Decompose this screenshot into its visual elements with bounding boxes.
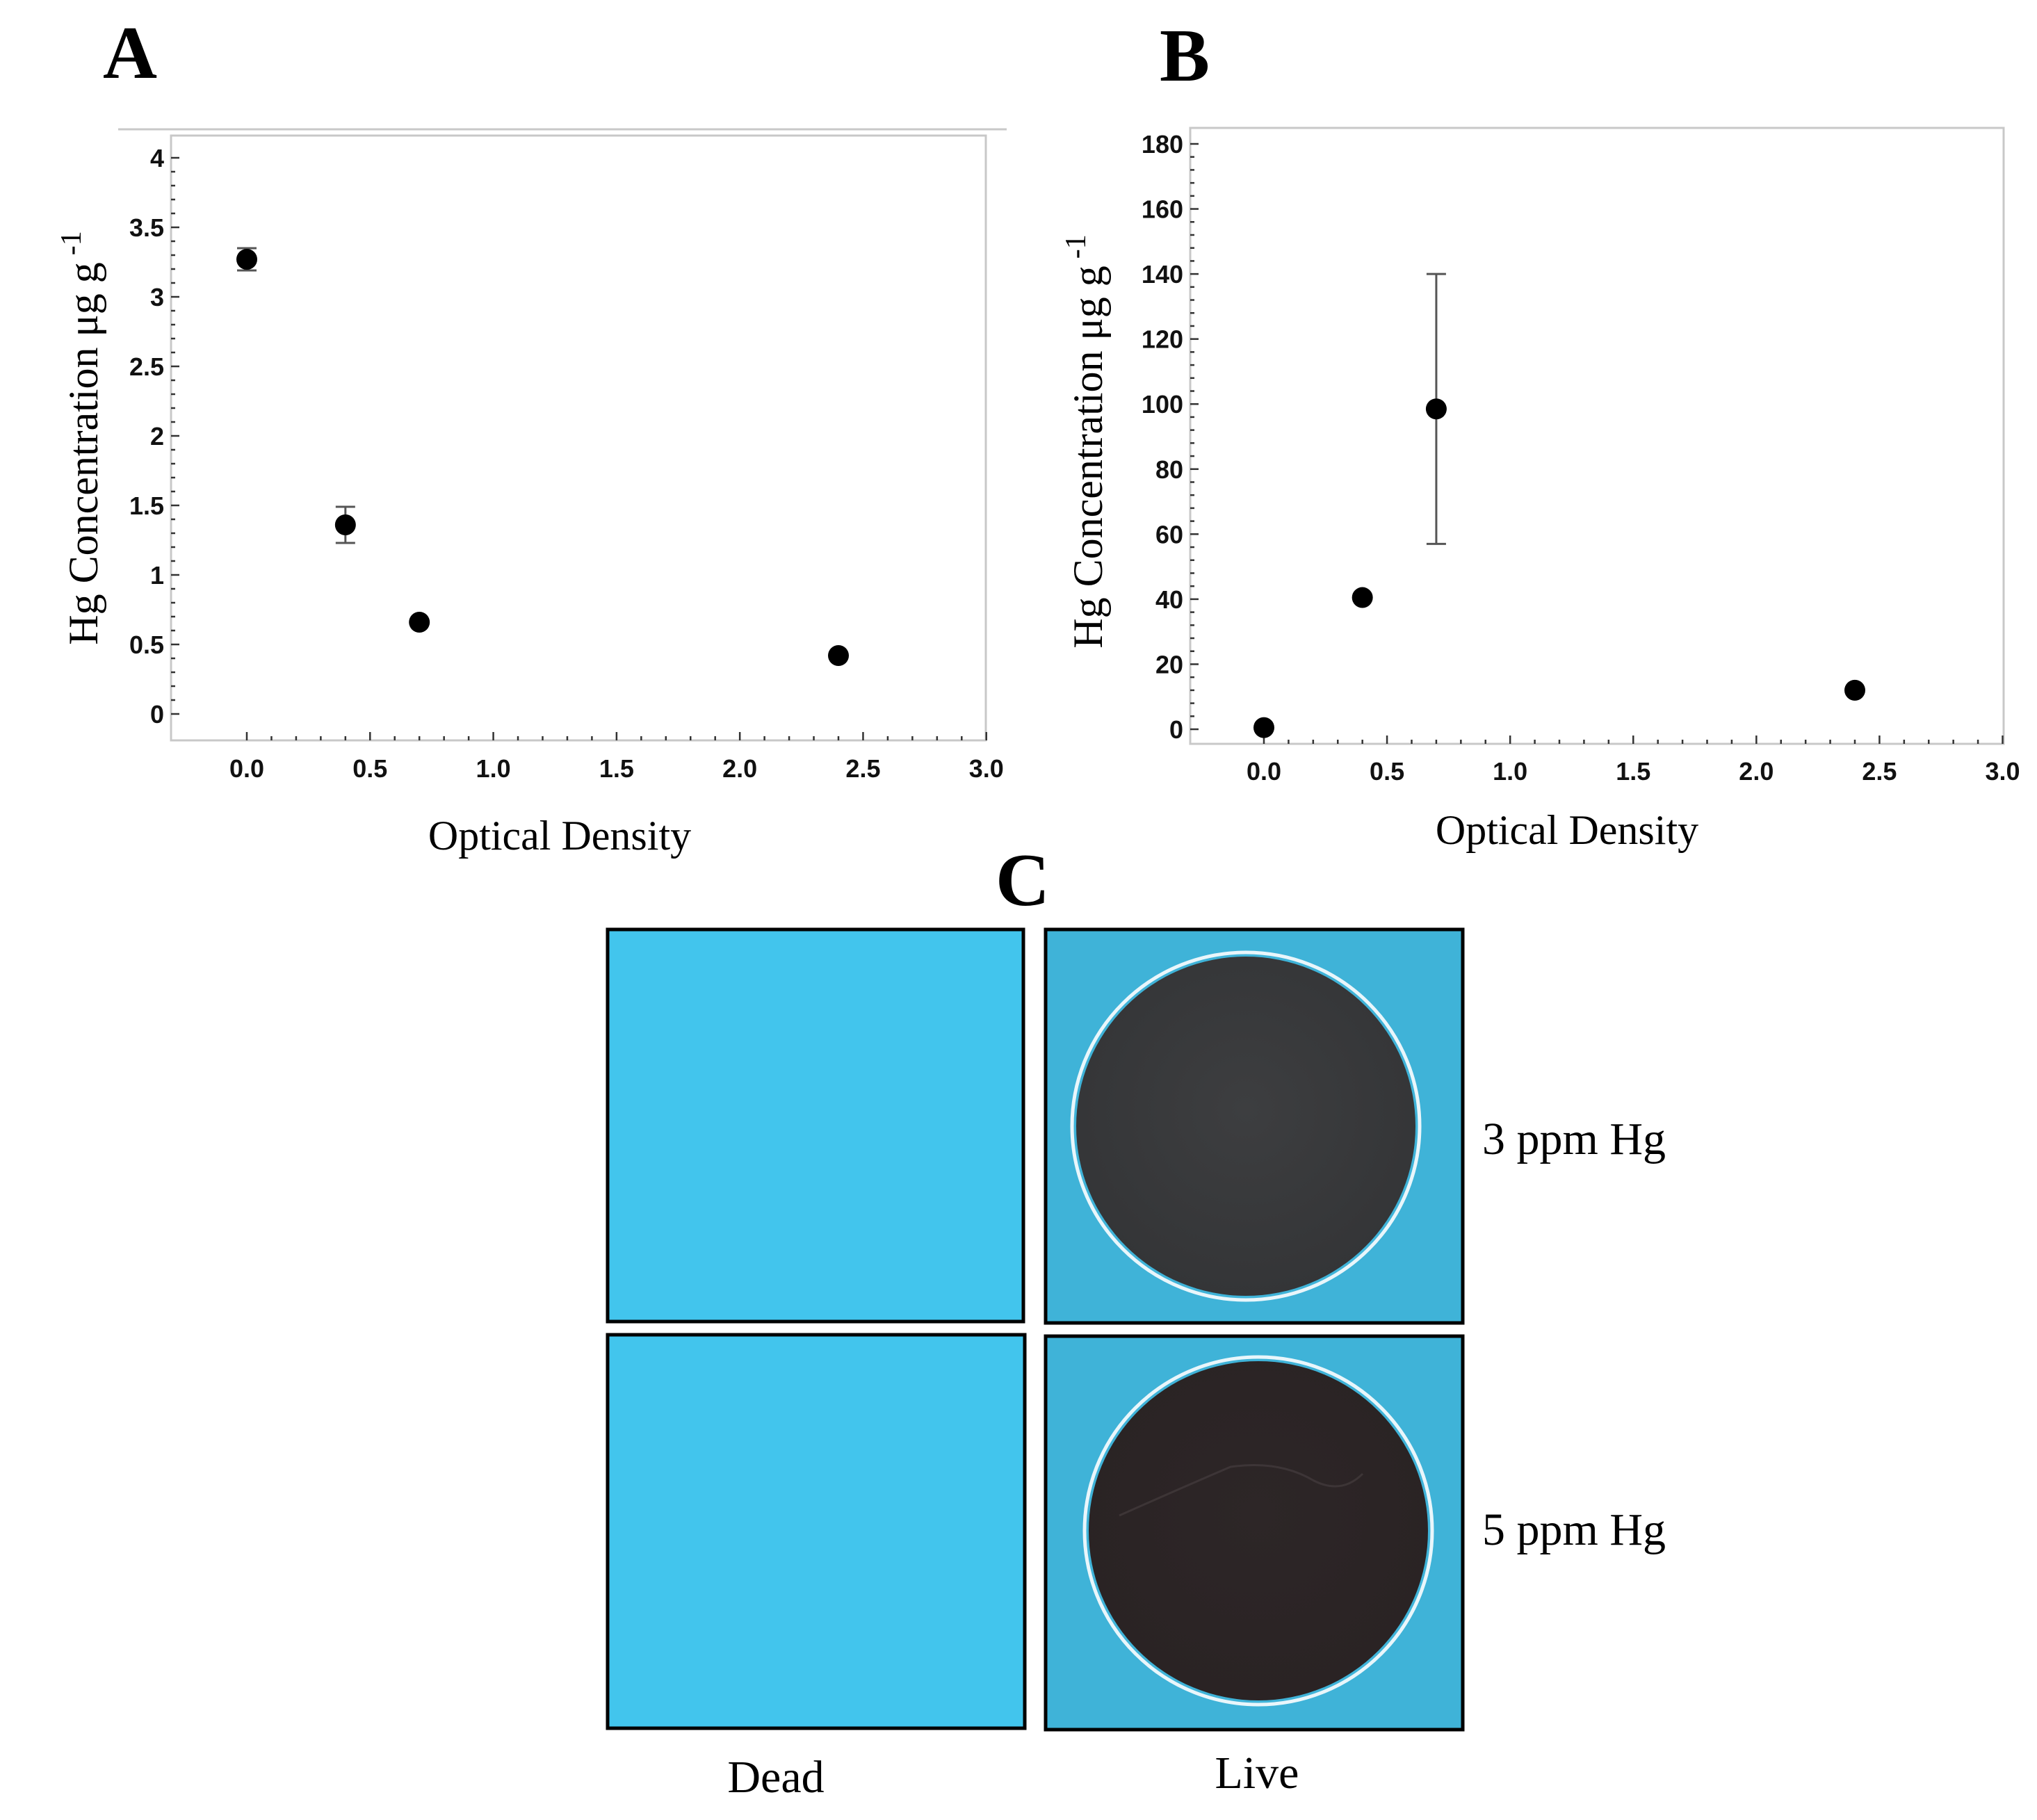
row-label-5ppm: 5 ppm Hg	[1482, 1504, 1666, 1555]
chart-b-y-tick-label: 140	[1142, 260, 1183, 289]
chart-a-y-axis-title-sup: -1	[56, 231, 88, 255]
chart-b-x-tick-label: 2.0	[1739, 757, 1774, 786]
chart-a-y-axis-title-main: Hg Concentration μg g	[60, 262, 106, 644]
chart-b-y-tick-label: 180	[1142, 130, 1183, 159]
chart-a-y-tick-label: 2.5	[129, 352, 164, 381]
photo-dead-3ppm	[606, 927, 1025, 1324]
chart-a-y-tick-label: 0	[150, 700, 164, 729]
chart-a-x-tick-label: 1.0	[476, 754, 511, 783]
panel-a-letter: A	[103, 12, 157, 95]
chart-b-y-tick-labels: 0 20 40 60 80 100 120 140 160 180	[1142, 130, 1183, 744]
chart-a-y-tick-label: 0.5	[129, 631, 164, 659]
chart-b-data-point	[1253, 717, 1274, 738]
chart-b-y-axis-title-main: Hg Concentration μg g	[1065, 266, 1111, 648]
chart-a-y-tick-label: 3.5	[129, 213, 164, 242]
colony-3ppm-live	[1076, 957, 1415, 1296]
chart-a-y-tick-label: 2	[150, 422, 164, 450]
chart-b-y-tick-label: 20	[1155, 650, 1183, 679]
chart-b-y-tick-label: 40	[1155, 585, 1183, 614]
chart-a-x-axis-title: Optical Density	[428, 813, 691, 859]
chart-b-x-tick-label: 0.0	[1247, 757, 1281, 786]
chart-a-x-tick-label: 0.0	[229, 754, 264, 783]
chart-b-y-tick-label: 0	[1169, 715, 1183, 744]
row-label-3ppm: 3 ppm Hg	[1482, 1114, 1666, 1164]
chart-a-y-tick-label: 4	[150, 144, 164, 172]
chart-b-x-tick-label: 1.0	[1493, 757, 1527, 786]
chart-a-x-tick-label: 0.5	[352, 754, 387, 783]
chart-a-x-tick-labels: 0.0 0.5 1.0 1.5 2.0 2.5 3.0	[229, 754, 1004, 783]
chart-a-x-tick-label: 2.5	[845, 754, 880, 783]
plate-rim-3ppm	[1070, 950, 1422, 1302]
panel-c-letter: C	[996, 839, 1050, 922]
plate-rim-5ppm	[1082, 1355, 1434, 1707]
photo-dead-5ppm	[606, 1333, 1027, 1730]
chart-b-y-tick-label: 100	[1142, 390, 1183, 419]
chart-a-y-tick-label: 1.5	[129, 491, 164, 520]
chart-b-data-point	[1844, 679, 1865, 701]
chart-b-y-axis-title: Hg Concentration μg g -1	[1060, 234, 1111, 648]
chart-b-plot-area	[1189, 127, 2005, 745]
col-label-live: Live	[1215, 1748, 1299, 1798]
chart-b-x-tick-label: 3.0	[1985, 757, 2020, 786]
chart-b: 0 20 40 60 80 100 120 140 160 180 0.0 0.5 1.0 1.5 2.0…	[1060, 127, 2020, 853]
chart-a-data-point	[334, 514, 356, 535]
chart-a-data-point	[236, 249, 257, 270]
chart-a-x-tick-label: 1.5	[599, 754, 634, 783]
chart-b-data-point	[1352, 587, 1373, 608]
chart-b-data-point	[1425, 398, 1447, 420]
chart-b-y-tick-label: 60	[1155, 520, 1183, 549]
chart-a-data-point	[828, 645, 849, 666]
chart-b-y-tick-label: 160	[1142, 195, 1183, 224]
colony-5ppm-scratch	[1119, 1464, 1364, 1517]
chart-b-x-tick-label: 1.5	[1616, 757, 1650, 786]
chart-b-y-tick-label: 120	[1142, 325, 1183, 354]
chart-a-ticks	[171, 156, 987, 740]
chart-a-marks	[236, 247, 849, 666]
col-label-dead: Dead	[727, 1752, 824, 1803]
chart-b-x-tick-label: 2.5	[1862, 757, 1897, 786]
chart-b-x-tick-labels: 0.0 0.5 1.0 1.5 2.0 2.5 3.0	[1247, 757, 2020, 786]
colony-5ppm-live	[1089, 1361, 1428, 1700]
chart-a-y-tick-label: 3	[150, 283, 164, 311]
chart-a-x-tick-label: 3.0	[969, 754, 1004, 783]
chart-b-marks	[1253, 273, 1865, 738]
chart-a-y-axis-title: Hg Concentration μg g -1	[56, 231, 106, 644]
chart-a-y-tick-labels: 0 0.5 1 1.5 2 2.5 3 3.5 4	[129, 144, 164, 729]
chart-a: 00.511.522.533.54 0.0 0.5 1.0 1.5 2.0 2.5 3.0 …	[56, 128, 1007, 859]
chart-a-data-point	[409, 612, 430, 633]
panel-c-photos: 3 ppm Hg 5 ppm Hg Dead Live	[606, 927, 1666, 1803]
chart-a-y-tick-label: 1	[150, 561, 164, 590]
panel-b-letter: B	[1160, 15, 1210, 97]
chart-b-x-tick-label: 0.5	[1370, 757, 1404, 786]
chart-a-plot-area	[170, 134, 987, 742]
chart-a-x-tick-label: 2.0	[722, 754, 757, 783]
chart-b-y-axis-title-sup: -1	[1060, 234, 1092, 259]
chart-b-ticks	[1190, 143, 2004, 744]
chart-b-y-tick-label: 80	[1155, 455, 1183, 484]
chart-b-x-axis-title: Optical Density	[1436, 807, 1698, 853]
